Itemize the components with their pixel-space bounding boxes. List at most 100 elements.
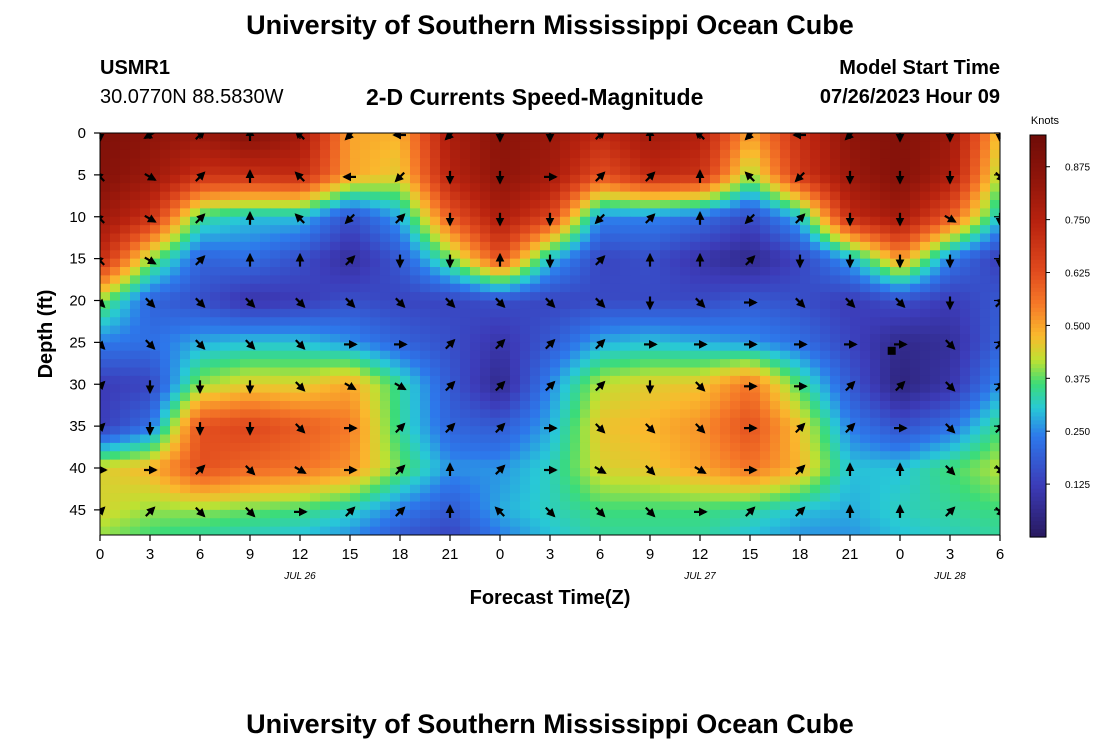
heat-cell [260, 283, 271, 293]
heat-cell [820, 216, 831, 226]
heat-cell [470, 292, 481, 302]
heat-cell [350, 225, 361, 235]
heat-cell [210, 283, 221, 293]
current-vectors [100, 133, 1000, 518]
heat-cell [480, 308, 491, 318]
heat-cell [740, 334, 751, 343]
current-arrow [145, 506, 156, 517]
heat-cell [200, 476, 211, 486]
heat-cell [960, 216, 971, 226]
heat-cell [980, 501, 991, 511]
heat-cell [400, 258, 411, 268]
heat-cell [950, 275, 961, 285]
heat-cell [390, 350, 401, 360]
heat-cell [890, 493, 901, 503]
heat-cell [840, 275, 851, 285]
heat-cell [640, 191, 651, 201]
heat-cell [610, 317, 621, 327]
heat-cell [600, 317, 611, 327]
heat-cell [910, 250, 921, 260]
heat-cell [810, 141, 821, 151]
heat-cell [630, 283, 641, 293]
heat-cell [630, 158, 641, 168]
heat-cell [330, 174, 341, 184]
heat-cell [620, 283, 631, 293]
heat-cell [900, 375, 911, 385]
heat-cell [200, 384, 211, 394]
heat-cell [840, 283, 851, 293]
heat-cell [140, 367, 151, 377]
heat-cell [780, 426, 791, 436]
heat-cell [490, 451, 501, 461]
heat-cell [340, 375, 351, 385]
heat-cell [760, 275, 771, 285]
heat-cell [840, 141, 851, 151]
heat-cell [890, 292, 901, 302]
heat-cell [650, 493, 661, 503]
heat-cell [980, 208, 991, 218]
heat-cell [790, 208, 801, 218]
heat-cell [280, 233, 291, 243]
heat-cell [980, 283, 991, 293]
colorbar-segment [1030, 524, 1046, 530]
heat-cell [210, 267, 221, 276]
heat-cell [530, 434, 541, 444]
heat-cell [510, 325, 521, 335]
heat-cell [580, 225, 591, 235]
heat-cell [940, 434, 951, 444]
colorbar-segment [1030, 223, 1046, 229]
heat-cell [310, 174, 321, 184]
heat-cell [250, 216, 261, 226]
heat-cell [690, 216, 701, 226]
heat-cell [790, 442, 801, 452]
heat-cell [420, 359, 431, 369]
heat-cell [910, 401, 921, 410]
heat-cell [910, 417, 921, 427]
heat-cell [260, 342, 271, 352]
heat-cell [330, 493, 341, 503]
heat-cell [130, 158, 141, 168]
heat-cell [890, 174, 901, 184]
heat-cell [770, 359, 781, 369]
heat-cell [240, 468, 251, 477]
heat-cell [220, 359, 231, 369]
current-arrow [245, 297, 256, 308]
heat-cell [700, 200, 711, 209]
heat-cell [380, 350, 391, 360]
colorbar-segment [1030, 299, 1046, 305]
heat-cell [430, 518, 441, 528]
heat-cell [170, 409, 181, 419]
heat-cell [950, 501, 961, 511]
heat-cell [630, 501, 641, 511]
heat-cell [410, 526, 421, 535]
heat-cell [790, 258, 801, 268]
heat-cell [930, 476, 941, 486]
heat-cell [130, 191, 141, 201]
heat-cell [920, 225, 931, 235]
heat-cell [700, 442, 711, 452]
heat-cell [650, 275, 661, 285]
heat-cell [770, 401, 781, 410]
heat-cell [650, 267, 661, 276]
heat-cell [310, 518, 321, 528]
heat-cell [250, 442, 261, 452]
x-tick-label: 9 [646, 546, 654, 563]
heat-cell [680, 149, 691, 159]
heat-cell [210, 158, 221, 168]
heat-cell [160, 401, 171, 410]
heat-cell [870, 158, 881, 168]
heat-cell [860, 225, 871, 235]
heat-cell [340, 275, 351, 285]
heat-cell [640, 350, 651, 360]
heat-cell [720, 308, 731, 318]
heat-cell [210, 292, 221, 302]
heat-cell [650, 250, 661, 260]
heat-cell [810, 342, 821, 352]
heat-cell [680, 451, 691, 461]
heat-cell [670, 149, 681, 159]
heat-cell [320, 166, 331, 176]
heat-cell [600, 359, 611, 369]
heat-cell [990, 426, 1000, 436]
heat-cell [360, 317, 371, 327]
heat-cell [100, 208, 111, 218]
